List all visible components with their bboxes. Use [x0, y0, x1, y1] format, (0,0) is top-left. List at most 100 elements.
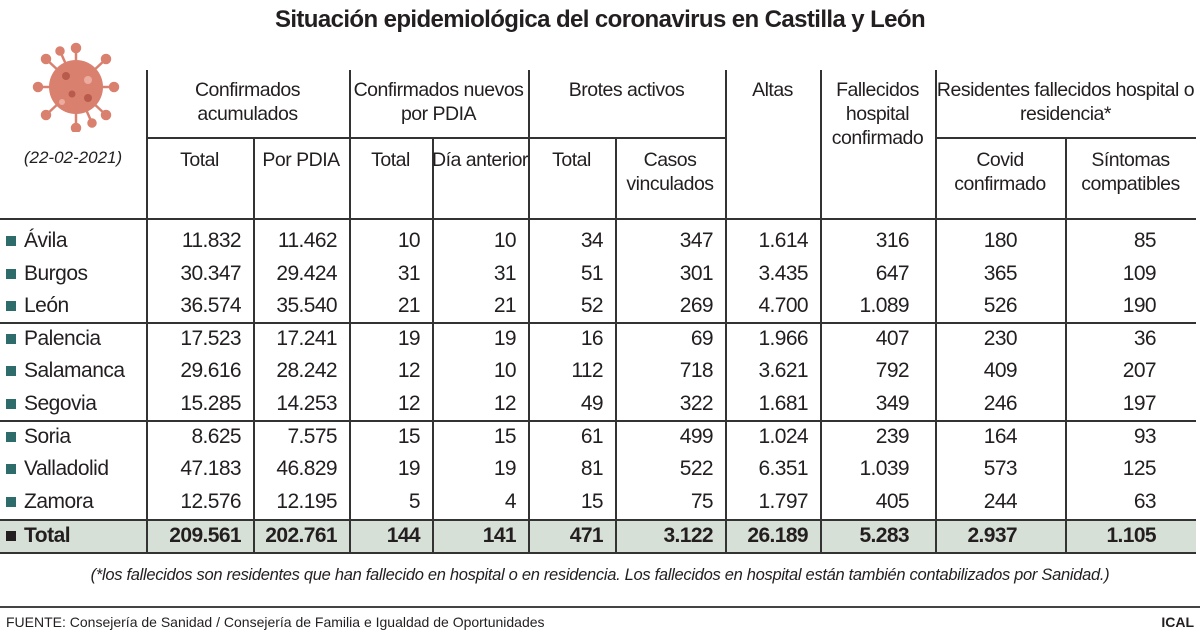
table-cell: 12.576 — [180, 489, 241, 513]
row-label-text: Salamanca — [24, 359, 125, 383]
table-cell: 1.614 — [758, 229, 808, 252]
table-cell: 30.347 — [180, 261, 241, 285]
column-group-header: Altas — [752, 79, 793, 101]
table-cell: 207 — [1122, 359, 1157, 383]
table-cell: 144 — [386, 524, 421, 547]
column-divider — [432, 137, 434, 553]
table-cell: 3.435 — [758, 261, 808, 285]
column-divider — [1065, 137, 1067, 553]
column-subheader: Síntomas compatibles — [1081, 149, 1180, 195]
table-cell: 141 — [482, 524, 517, 547]
row-label-text: Burgos — [24, 261, 88, 285]
table-cell: 1.105 — [1106, 524, 1156, 547]
source-text: FUENTE: Consejería de Sanidad / Consejer… — [6, 614, 545, 630]
column-group-header: Confirmados nuevos por PDIA — [353, 79, 524, 125]
table-cell: 405 — [875, 489, 910, 513]
column-divider — [935, 70, 937, 553]
bullet-icon — [6, 431, 16, 442]
table-cell: 8.625 — [191, 424, 241, 448]
table-cell: 1.089 — [859, 294, 909, 318]
table-cell: 197 — [1122, 392, 1157, 415]
column-subheader: Total — [371, 149, 410, 171]
row-label: Segovia — [0, 388, 97, 420]
table-cell: 5.283 — [859, 524, 909, 547]
header-divider — [935, 137, 1196, 139]
table-cell: 269 — [679, 294, 714, 318]
table-cell: 52 — [580, 294, 604, 318]
table-cell: 180 — [983, 229, 1018, 252]
table-cell: 471 — [569, 524, 604, 547]
table-cell: 11.832 — [181, 229, 242, 252]
date-label: (22-02-2021) — [23, 148, 123, 167]
table-cell: 1.039 — [859, 457, 909, 481]
bullet-icon — [6, 464, 16, 475]
table-cell: 164 — [983, 424, 1018, 448]
table-cell: 19 — [397, 457, 421, 481]
table-cell: 409 — [983, 359, 1018, 383]
row-label-text: Palencia — [24, 326, 101, 350]
table-cell: 10 — [493, 229, 517, 252]
table-cell: 19 — [397, 326, 421, 350]
table-cell: 1.681 — [758, 392, 808, 415]
table-cell: 63 — [1133, 489, 1157, 513]
table-cell: 35.540 — [276, 294, 337, 318]
table-cell: 112 — [571, 359, 603, 383]
table-cell: 31 — [493, 261, 517, 285]
table-cell: 499 — [679, 424, 714, 448]
table-cell: 15 — [493, 424, 517, 448]
table-cell: 93 — [1133, 424, 1157, 448]
table-cell: 647 — [875, 261, 910, 285]
table-cell: 29.616 — [180, 359, 241, 383]
table-cell: 51 — [580, 261, 604, 285]
row-label-text: Valladolid — [24, 457, 109, 481]
row-label-text: Total — [24, 524, 71, 547]
row-label: Burgos — [0, 258, 88, 290]
row-label: Palencia — [0, 323, 101, 355]
table-cell: 1.797 — [758, 489, 808, 513]
coronavirus-icon — [32, 42, 120, 132]
table-cell: 14.253 — [276, 392, 337, 415]
column-divider — [820, 70, 822, 553]
row-label: León — [0, 290, 69, 322]
brand-label: ICAL — [1161, 614, 1194, 630]
table-cell: 31 — [397, 261, 421, 285]
row-divider — [0, 218, 1196, 220]
table-cell: 75 — [690, 489, 714, 513]
table-cell: 190 — [1122, 294, 1157, 318]
table-cell: 10 — [397, 229, 421, 252]
row-label: Soria — [0, 421, 71, 453]
header-divider — [146, 137, 725, 139]
table-cell: 47.183 — [180, 457, 241, 481]
table-cell: 29.424 — [276, 261, 337, 285]
column-group-header: Fallecidos hospital confirmado — [831, 79, 924, 149]
table-cell: 49 — [580, 392, 604, 415]
table-cell: 19 — [493, 457, 517, 481]
footnote: (*los fallecidos son residentes que han … — [90, 566, 1110, 584]
row-label: Ávila — [0, 225, 68, 257]
row-divider — [0, 322, 1196, 324]
table-cell: 6.351 — [758, 457, 808, 481]
row-label-text: Soria — [24, 424, 71, 448]
bullet-icon — [6, 399, 16, 409]
row-label-text: León — [24, 294, 69, 318]
table-cell: 4.700 — [758, 294, 808, 318]
table-cell: 301 — [679, 261, 714, 285]
table-cell: 16 — [580, 326, 604, 350]
total-row-background — [0, 519, 1196, 553]
table-cell: 244 — [983, 489, 1018, 513]
table-cell: 21 — [397, 294, 421, 318]
bullet-icon — [6, 268, 16, 279]
row-label: Salamanca — [0, 355, 125, 387]
table-cell: 3.621 — [758, 359, 808, 383]
table-cell: 21 — [493, 294, 517, 318]
table-cell: 526 — [983, 294, 1018, 318]
row-label: Total — [0, 520, 71, 552]
column-divider — [615, 137, 617, 553]
table-cell: 365 — [983, 261, 1018, 285]
table-cell: 322 — [679, 392, 714, 415]
table-cell: 1.024 — [758, 424, 808, 448]
bullet-icon — [6, 333, 16, 344]
table-cell: 19 — [493, 326, 517, 350]
table-cell: 12 — [397, 359, 421, 383]
table-cell: 407 — [875, 326, 910, 350]
